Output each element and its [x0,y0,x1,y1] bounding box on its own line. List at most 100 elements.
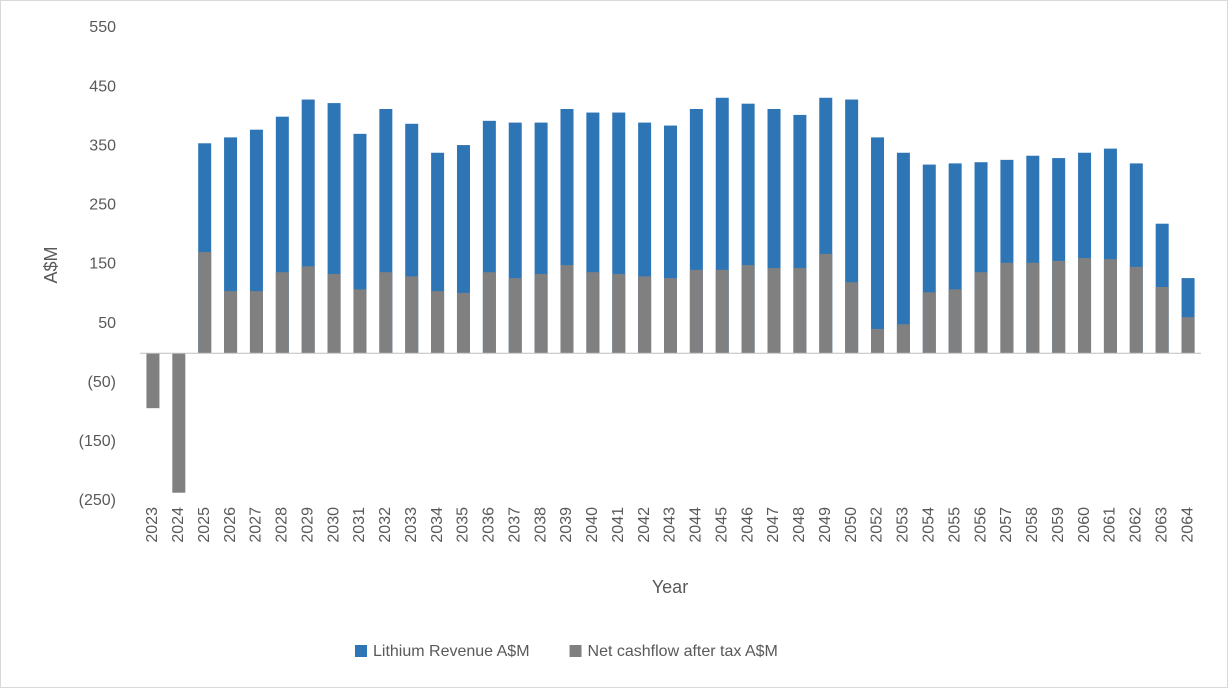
bar [819,253,833,354]
bar [948,289,962,354]
x-tick-label: 2058 [1024,507,1041,543]
x-tick-label: 2041 [610,507,627,543]
x-tick-label: 2049 [817,507,834,543]
bar [327,273,341,354]
y-tick-label: 250 [89,197,116,214]
x-tick-label: 2059 [1050,507,1067,543]
bar [1103,259,1117,354]
x-tick-label: 2053 [895,507,912,543]
bar [146,353,160,409]
y-axis-label: A$M [41,246,61,283]
x-tick-label: 2032 [377,507,394,543]
bar [249,291,263,354]
bar [689,269,703,354]
x-tick-label: 2036 [481,507,498,543]
bar [586,272,600,354]
y-tick-label: 150 [89,256,116,273]
bar [379,272,393,354]
bar [871,328,885,354]
bar [638,276,652,354]
legend-label: Lithium Revenue A$M [373,643,530,660]
bar [896,324,910,354]
y-tick-label: 50 [98,315,116,332]
x-tick-label: 2027 [248,507,265,543]
bar [224,291,238,354]
bar [1052,260,1066,354]
bar [534,273,548,354]
y-tick-label: (250) [79,492,116,509]
bar [793,268,807,354]
bar [1181,317,1195,354]
bar [301,266,315,354]
bar [871,137,885,354]
y-tick-label: 350 [89,137,116,154]
y-tick-label: 550 [89,19,116,36]
x-tick-label: 2037 [506,507,523,543]
bar [482,272,496,354]
x-tick-label: 2043 [662,507,679,543]
x-tick-label: 2062 [1128,507,1145,543]
x-tick-label: 2040 [584,507,601,543]
x-tick-label: 2024 [170,507,187,543]
bar [431,291,445,354]
x-tick-label: 2050 [843,507,860,543]
x-axis-label: Year [652,577,688,597]
x-tick-label: 2054 [920,507,937,543]
bar [1000,262,1014,354]
x-tick-label: 2023 [144,507,161,543]
x-tick-label: 2034 [429,507,446,543]
x-tick-label: 2028 [274,507,291,543]
x-tick-label: 2056 [972,507,989,543]
x-tick-label: 2042 [636,507,653,543]
x-tick-label: 2061 [1102,507,1119,543]
x-tick-label: 2064 [1179,507,1196,543]
bar [974,272,988,354]
x-tick-label: 2046 [739,507,756,543]
legend-label: Net cashflow after tax A$M [588,643,778,660]
x-tick-label: 2055 [946,507,963,543]
x-tick-label: 2048 [791,507,808,543]
bar [560,265,574,354]
x-tick-label: 2063 [1153,507,1170,543]
x-tick-label: 2029 [299,507,316,543]
y-tick-label: (150) [79,433,116,450]
legend-swatch [355,645,367,657]
x-tick-label: 2044 [688,507,705,543]
x-tick-label: 2052 [869,507,886,543]
bar [353,289,367,354]
x-tick-label: 2057 [998,507,1015,543]
x-tick-label: 2033 [403,507,420,543]
bar [741,265,755,354]
x-tick-label: 2047 [765,507,782,543]
legend-swatch [569,645,582,657]
bar [896,152,910,354]
bar [1026,262,1040,354]
x-tick-label: 2026 [222,507,239,543]
bar [198,252,212,354]
bar [715,269,729,354]
bar [508,278,522,354]
x-tick-label: 2045 [713,507,730,543]
x-tick-label: 2038 [532,507,549,543]
x-tick-label: 2031 [351,507,368,543]
bar [405,276,419,354]
x-tick-label: 2025 [196,507,213,543]
x-tick-label: 2030 [325,507,342,543]
bar [1078,257,1092,354]
bar [172,353,186,493]
bar [1129,266,1143,354]
bar [664,278,677,354]
bar [612,273,626,354]
bar [1155,286,1169,354]
bar [767,268,781,354]
bar [922,292,936,354]
y-tick-label: (50) [88,374,116,391]
x-tick-label: 2039 [558,507,575,543]
bar [275,272,289,354]
x-tick-label: 2035 [455,507,472,543]
bar [456,292,470,354]
x-tick-label: 2060 [1076,507,1093,543]
y-tick-label: 450 [89,78,116,95]
bar [845,282,859,354]
